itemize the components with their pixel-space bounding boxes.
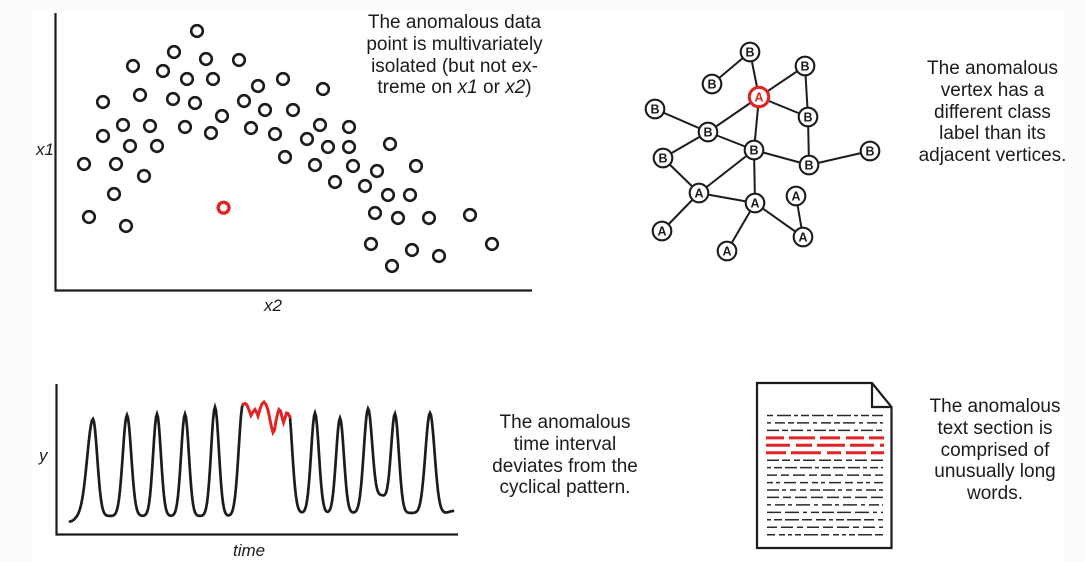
svg-text:B: B	[800, 59, 809, 73]
svg-text:A: A	[750, 196, 759, 210]
svg-text:B: B	[703, 125, 712, 139]
svg-text:A: A	[798, 230, 807, 244]
svg-text:A: A	[722, 244, 731, 258]
svg-text:B: B	[803, 110, 812, 124]
svg-text:B: B	[865, 144, 874, 158]
svg-text:A: A	[791, 189, 800, 203]
svg-text:A: A	[694, 186, 703, 200]
svg-text:B: B	[707, 77, 716, 91]
svg-text:B: B	[745, 45, 754, 59]
svg-text:B: B	[650, 102, 659, 116]
svg-text:A: A	[657, 224, 666, 238]
svg-text:B: B	[804, 158, 813, 172]
svg-text:B: B	[749, 143, 758, 157]
svg-text:A: A	[754, 90, 763, 104]
svg-text:B: B	[658, 151, 667, 165]
